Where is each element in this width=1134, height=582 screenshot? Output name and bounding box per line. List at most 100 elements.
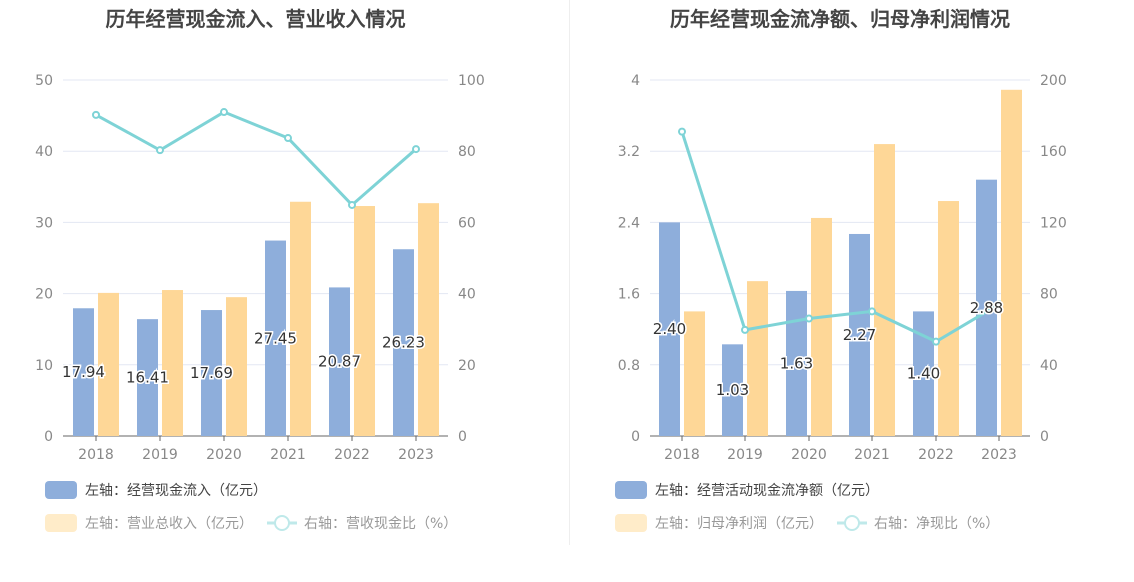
chart-net-cashflow-profit: 历年经营现金流净额、归母净利润情况00.81.62.43.24040801201… <box>615 7 1067 532</box>
bar-value-label: 16.41 <box>126 369 169 387</box>
left-axis-tick: 20 <box>35 287 53 303</box>
bar-orange <box>98 292 119 436</box>
left-axis-tick: 3.2 <box>618 144 640 160</box>
bar-orange <box>811 217 832 436</box>
left-axis-tick: 4 <box>631 73 640 89</box>
x-axis-label: 2020 <box>206 447 242 463</box>
left-axis-tick: 0.8 <box>618 358 640 374</box>
chart-cash-inflow-revenue: 历年经营现金流入、营业收入情况 0 10 20 30 40 50 0 20 40 60 80 100 20… <box>35 7 485 532</box>
left-axis-tick: 40 <box>35 144 53 160</box>
bar-value-label: 1.40 <box>907 365 940 383</box>
bar-orange <box>162 290 183 436</box>
left-axis-tick: 30 <box>35 215 53 231</box>
legend-label: 左轴：经营活动现金流净额（亿元） <box>655 483 879 499</box>
bar-value-label: 20.87 <box>318 353 361 371</box>
line-point <box>868 307 876 316</box>
line-point <box>92 110 100 119</box>
bar-blue <box>976 179 997 436</box>
x-axis-label: 2022 <box>918 447 954 463</box>
legend-label: 左轴：经营现金流入（亿元） <box>85 483 267 499</box>
line-point <box>678 127 686 136</box>
bar-value-label: 26.23 <box>382 334 425 352</box>
right-axis-tick: 20 <box>458 358 476 374</box>
left-axis-tick: 50 <box>35 73 53 89</box>
x-axis-label: 2022 <box>334 447 370 463</box>
line-point <box>995 300 1003 309</box>
legend-swatch-orange <box>615 514 647 532</box>
right-axis-tick: 160 <box>1040 144 1067 160</box>
line-point <box>220 108 228 117</box>
x-axis-label: 2021 <box>270 447 306 463</box>
x-axis-label: 2020 <box>791 447 827 463</box>
left-axis-tick: 2.4 <box>618 215 640 231</box>
bar-orange <box>684 311 705 436</box>
bar-orange <box>747 281 768 436</box>
right-axis-tick: 0 <box>1040 429 1049 445</box>
legend-label: 左轴：营业总收入（亿元） <box>85 516 253 532</box>
bar-orange <box>1001 89 1022 436</box>
x-axis-label: 2019 <box>142 447 178 463</box>
bar-blue <box>201 310 222 436</box>
bar-value-label: 2.88 <box>970 299 1003 317</box>
bar-value-label: 17.94 <box>62 363 105 381</box>
bar-blue <box>722 344 743 436</box>
divider <box>569 0 570 545</box>
chart-title: 历年经营现金流净额、归母净利润情况 <box>670 7 1010 31</box>
legend-label: 左轴：归母净利润（亿元） <box>655 515 823 532</box>
legend-line-marker <box>844 515 860 531</box>
x-axis-label: 2023 <box>981 447 1017 463</box>
bar-blue <box>329 287 350 436</box>
x-axis-label: 2018 <box>78 447 114 463</box>
right-axis-tick: 0 <box>458 429 467 445</box>
line-point <box>412 145 420 154</box>
bar-value-label: 2.40 <box>653 320 686 338</box>
legend-swatch-blue <box>45 481 77 499</box>
line-point <box>932 337 940 346</box>
legend-swatch-orange <box>45 514 77 532</box>
bar-value-label: 2.27 <box>843 326 876 344</box>
x-axis-label: 2023 <box>398 447 434 463</box>
bar-value-label: 17.69 <box>190 364 233 382</box>
right-axis-tick: 200 <box>1040 73 1067 89</box>
bar-blue <box>73 308 94 436</box>
bar-blue <box>393 249 414 436</box>
line-point <box>348 200 356 209</box>
right-axis-tick: 40 <box>1040 358 1058 374</box>
bar-blue <box>849 233 870 436</box>
x-axis-label: 2021 <box>854 447 890 463</box>
right-axis-tick: 60 <box>458 215 476 231</box>
bar-value-label: 27.45 <box>254 329 297 347</box>
right-axis-tick: 40 <box>458 287 476 303</box>
right-axis-tick: 100 <box>458 73 485 89</box>
line-series <box>680 131 1000 344</box>
x-axis-label: 2018 <box>664 447 700 463</box>
x-axis-label: 2019 <box>727 447 763 463</box>
legend-swatch-blue <box>615 481 647 499</box>
bar-orange <box>226 297 247 436</box>
bar-blue <box>786 290 807 436</box>
bar-orange <box>290 201 311 436</box>
left-axis-tick: 0 <box>44 429 53 445</box>
left-axis-tick: 10 <box>35 358 53 374</box>
line-point <box>156 146 164 155</box>
line-point <box>741 325 749 334</box>
line-point <box>284 134 292 143</box>
bar-value-label: 1.63 <box>780 354 813 372</box>
chart-title: 历年经营现金流入、营业收入情况 <box>106 7 406 31</box>
left-axis-tick: 1.6 <box>618 287 640 303</box>
bar-blue <box>913 311 934 436</box>
bar-value-label: 1.03 <box>716 381 749 399</box>
left-axis-tick: 0 <box>631 429 640 445</box>
right-axis-tick: 120 <box>1040 215 1067 231</box>
line-series <box>95 110 417 208</box>
right-axis-tick: 80 <box>1040 287 1058 303</box>
line-point <box>805 314 813 323</box>
bar-blue <box>659 222 680 436</box>
right-axis-tick: 80 <box>458 144 476 160</box>
bar-orange <box>354 206 375 436</box>
bar-blue <box>265 240 286 436</box>
bar-blue <box>137 319 158 436</box>
bar-orange <box>938 201 959 436</box>
bar-orange <box>418 203 439 436</box>
